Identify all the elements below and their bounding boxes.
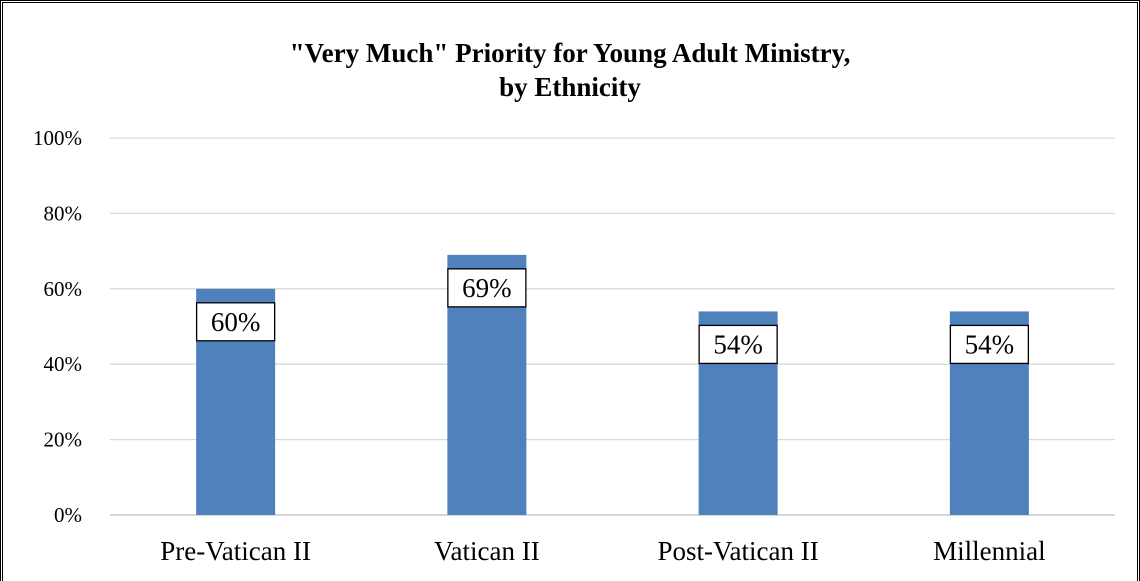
data-label-box [698, 324, 778, 365]
chart-title-line-2: by Ethnicity [499, 72, 641, 102]
gridlines [110, 137, 1115, 516]
data-label-box [447, 268, 527, 308]
bars [196, 254, 1029, 515]
data-labels: 60% 69% 54% 54% [195, 268, 1030, 365]
chart-title-line-1: "Very Much" Priority for Young Adult Min… [289, 38, 851, 68]
data-label: 60% [211, 307, 261, 337]
data-label-box [949, 324, 1030, 365]
x-category-label: Post-Vatican II [658, 536, 819, 566]
y-tick-label: 0% [54, 503, 82, 527]
data-label: 69% [462, 273, 512, 303]
data-label: 54% [713, 329, 763, 359]
y-axis-ticks: 0% 20% 40% 60% 80% 100% [33, 126, 82, 527]
y-tick-label: 100% [33, 126, 82, 150]
chart-title: "Very Much" Priority for Young Adult Min… [0, 36, 1140, 104]
data-label-box [195, 302, 276, 342]
data-label: 54% [965, 329, 1015, 359]
y-tick-label: 80% [44, 201, 83, 225]
x-category-label: Pre-Vatican II [160, 536, 311, 566]
y-tick-label: 60% [44, 277, 83, 301]
x-category-label: Millennial [933, 536, 1045, 566]
x-category-label: Vatican II [434, 536, 540, 566]
x-axis-categories: Pre-Vatican II Vatican II Post-Vatican II M… [160, 536, 1045, 566]
y-tick-label: 20% [44, 428, 83, 452]
y-tick-label: 40% [44, 352, 83, 376]
